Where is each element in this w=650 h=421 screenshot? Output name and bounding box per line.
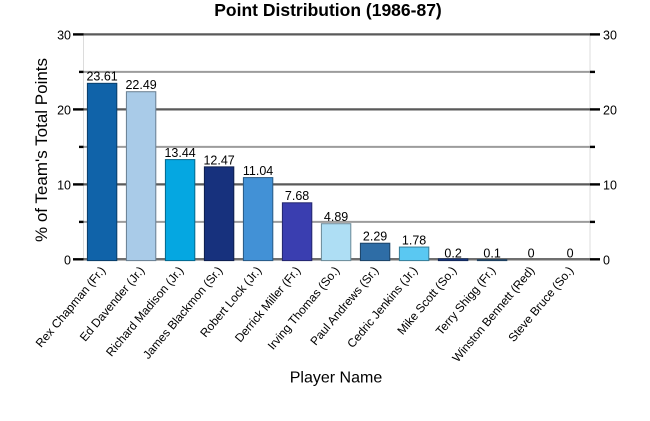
svg-text:% of Team's Total Points: % of Team's Total Points (32, 58, 51, 242)
svg-text:Point Distribution (1986-87): Point Distribution (1986-87) (214, 0, 442, 20)
svg-text:0.1: 0.1 (483, 246, 500, 260)
svg-text:Player Name: Player Name (290, 369, 383, 386)
svg-text:20: 20 (57, 103, 71, 117)
svg-text:0.2: 0.2 (444, 246, 461, 260)
svg-text:2.29: 2.29 (363, 230, 387, 244)
svg-text:22.49: 22.49 (125, 78, 156, 92)
svg-text:30: 30 (57, 28, 71, 42)
svg-text:20: 20 (603, 103, 617, 117)
svg-text:4.89: 4.89 (324, 210, 348, 224)
svg-text:7.68: 7.68 (285, 189, 309, 203)
svg-text:0: 0 (567, 246, 574, 260)
svg-text:30: 30 (603, 28, 617, 42)
svg-text:10: 10 (603, 178, 617, 192)
svg-text:1.78: 1.78 (402, 233, 426, 247)
svg-text:12.47: 12.47 (203, 153, 234, 167)
svg-text:0: 0 (528, 246, 535, 260)
svg-text:11.04: 11.04 (243, 164, 273, 178)
svg-text:0: 0 (603, 253, 610, 267)
svg-text:13.44: 13.44 (164, 146, 195, 160)
svg-text:10: 10 (57, 178, 71, 192)
svg-text:0: 0 (64, 253, 71, 267)
svg-text:23.61: 23.61 (86, 70, 117, 84)
